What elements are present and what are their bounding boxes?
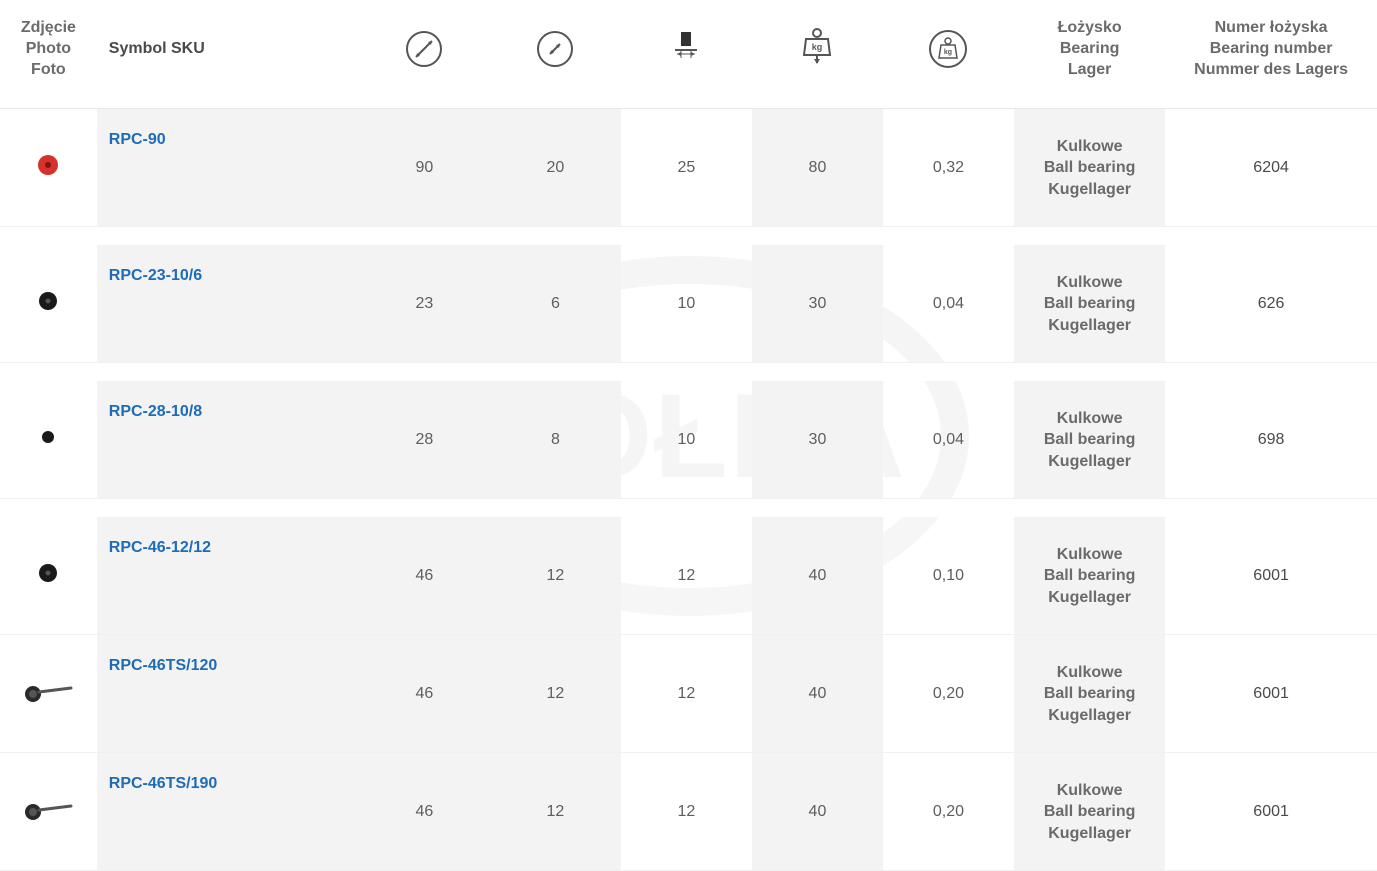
product-thumb [36, 153, 60, 177]
outer-diameter-cell: 23 [359, 245, 490, 363]
header-photo: Zdjęcie Photo Foto [0, 0, 97, 109]
sku-cell: RPC-23-10/6 [97, 245, 359, 363]
product-thumb [37, 562, 59, 584]
table-header-row: Zdjęcie Photo Foto Symbol SKU [0, 0, 1377, 109]
photo-cell [0, 517, 97, 635]
bearing-type-cell: KulkoweBall bearingKugellager [1014, 517, 1165, 635]
row-gap [0, 227, 1377, 245]
weight-icon: kg [929, 30, 967, 68]
sku-link[interactable]: RPC-46-12/12 [109, 539, 211, 556]
header-sku: Symbol SKU [97, 0, 359, 109]
width-cell: 12 [621, 635, 752, 753]
bearing-number-cell: 626 [1165, 245, 1377, 363]
product-thumb [21, 678, 75, 704]
product-table: Zdjęcie Photo Foto Symbol SKU [0, 0, 1377, 871]
product-thumb [21, 796, 75, 822]
sku-link[interactable]: RPC-28-10/8 [109, 403, 202, 420]
width-icon [671, 51, 701, 68]
weight-cell: 0,32 [883, 109, 1014, 227]
load-cell: 40 [752, 517, 883, 635]
sku-cell: RPC-46TS/190 [97, 753, 359, 871]
table-row: RPC-46TS/120461212400,20KulkoweBall bear… [0, 635, 1377, 753]
width-cell: 12 [621, 517, 752, 635]
bearing-number-cell: 6204 [1165, 109, 1377, 227]
header-weight: kg [883, 0, 1014, 109]
sku-cell: RPC-46-12/12 [97, 517, 359, 635]
bore-diameter-cell: 12 [490, 635, 621, 753]
table-row: RPC-46TS/190461212400,20KulkoweBall bear… [0, 753, 1377, 871]
header-width [621, 0, 752, 109]
weight-cell: 0,20 [883, 753, 1014, 871]
sku-cell: RPC-90 [97, 109, 359, 227]
product-thumb [37, 290, 59, 312]
row-gap [0, 363, 1377, 381]
bearing-type-cell: KulkoweBall bearingKugellager [1014, 245, 1165, 363]
bearing-type-cell: KulkoweBall bearingKugellager [1014, 381, 1165, 499]
sku-link[interactable]: RPC-46TS/120 [109, 657, 218, 674]
row-gap [0, 499, 1377, 517]
width-cell: 25 [621, 109, 752, 227]
bore-diameter-cell: 12 [490, 753, 621, 871]
photo-cell [0, 109, 97, 227]
sku-cell: RPC-46TS/120 [97, 635, 359, 753]
bore-diameter-cell: 20 [490, 109, 621, 227]
weight-cell: 0,04 [883, 245, 1014, 363]
bore-diameter-cell: 6 [490, 245, 621, 363]
sku-link[interactable]: RPC-90 [109, 131, 166, 148]
load-cell: 40 [752, 753, 883, 871]
bore-diameter-icon [537, 31, 573, 67]
outer-diameter-icon [406, 31, 442, 67]
header-bearing: Łożysko Bearing Lager [1014, 0, 1165, 109]
width-cell: 12 [621, 753, 752, 871]
load-cell: 30 [752, 245, 883, 363]
bearing-number-cell: 698 [1165, 381, 1377, 499]
bearing-type-cell: KulkoweBall bearingKugellager [1014, 753, 1165, 871]
bearing-number-cell: 6001 [1165, 517, 1377, 635]
table-row: RPC-46-12/12461212400,10KulkoweBall bear… [0, 517, 1377, 635]
svg-text:kg: kg [944, 49, 952, 56]
outer-diameter-cell: 28 [359, 381, 490, 499]
load-cell: 80 [752, 109, 883, 227]
bearing-number-cell: 6001 [1165, 635, 1377, 753]
photo-cell [0, 381, 97, 499]
outer-diameter-cell: 90 [359, 109, 490, 227]
photo-cell [0, 753, 97, 871]
photo-cell [0, 245, 97, 363]
outer-diameter-cell: 46 [359, 635, 490, 753]
sku-link[interactable]: RPC-23-10/6 [109, 267, 202, 284]
header-bore-diameter [490, 0, 621, 109]
sku-cell: RPC-28-10/8 [97, 381, 359, 499]
table-row: RPC-90 902025800,32KulkoweBall bearingKug… [0, 109, 1377, 227]
load-capacity-icon: kg [800, 52, 834, 69]
outer-diameter-cell: 46 [359, 517, 490, 635]
photo-cell [0, 635, 97, 753]
header-outer-diameter [359, 0, 490, 109]
header-bearing-number: Numer łożyska Bearing number Nummer des … [1165, 0, 1377, 109]
bearing-type-cell: KulkoweBall bearingKugellager [1014, 109, 1165, 227]
sku-link[interactable]: RPC-46TS/190 [109, 775, 218, 792]
bearing-number-cell: 6001 [1165, 753, 1377, 871]
bearing-type-cell: KulkoweBall bearingKugellager [1014, 635, 1165, 753]
weight-cell: 0,20 [883, 635, 1014, 753]
outer-diameter-cell: 46 [359, 753, 490, 871]
svg-text:kg: kg [812, 42, 823, 52]
bore-diameter-cell: 8 [490, 381, 621, 499]
weight-cell: 0,10 [883, 517, 1014, 635]
product-thumb [40, 429, 56, 445]
table-row: RPC-28-10/8 28810300,04KulkoweBall bearin… [0, 381, 1377, 499]
load-cell: 40 [752, 635, 883, 753]
weight-cell: 0,04 [883, 381, 1014, 499]
width-cell: 10 [621, 245, 752, 363]
header-load: kg [752, 0, 883, 109]
bore-diameter-cell: 12 [490, 517, 621, 635]
table-row: RPC-23-10/6 23610300,04KulkoweBall bearin… [0, 245, 1377, 363]
load-cell: 30 [752, 381, 883, 499]
width-cell: 10 [621, 381, 752, 499]
